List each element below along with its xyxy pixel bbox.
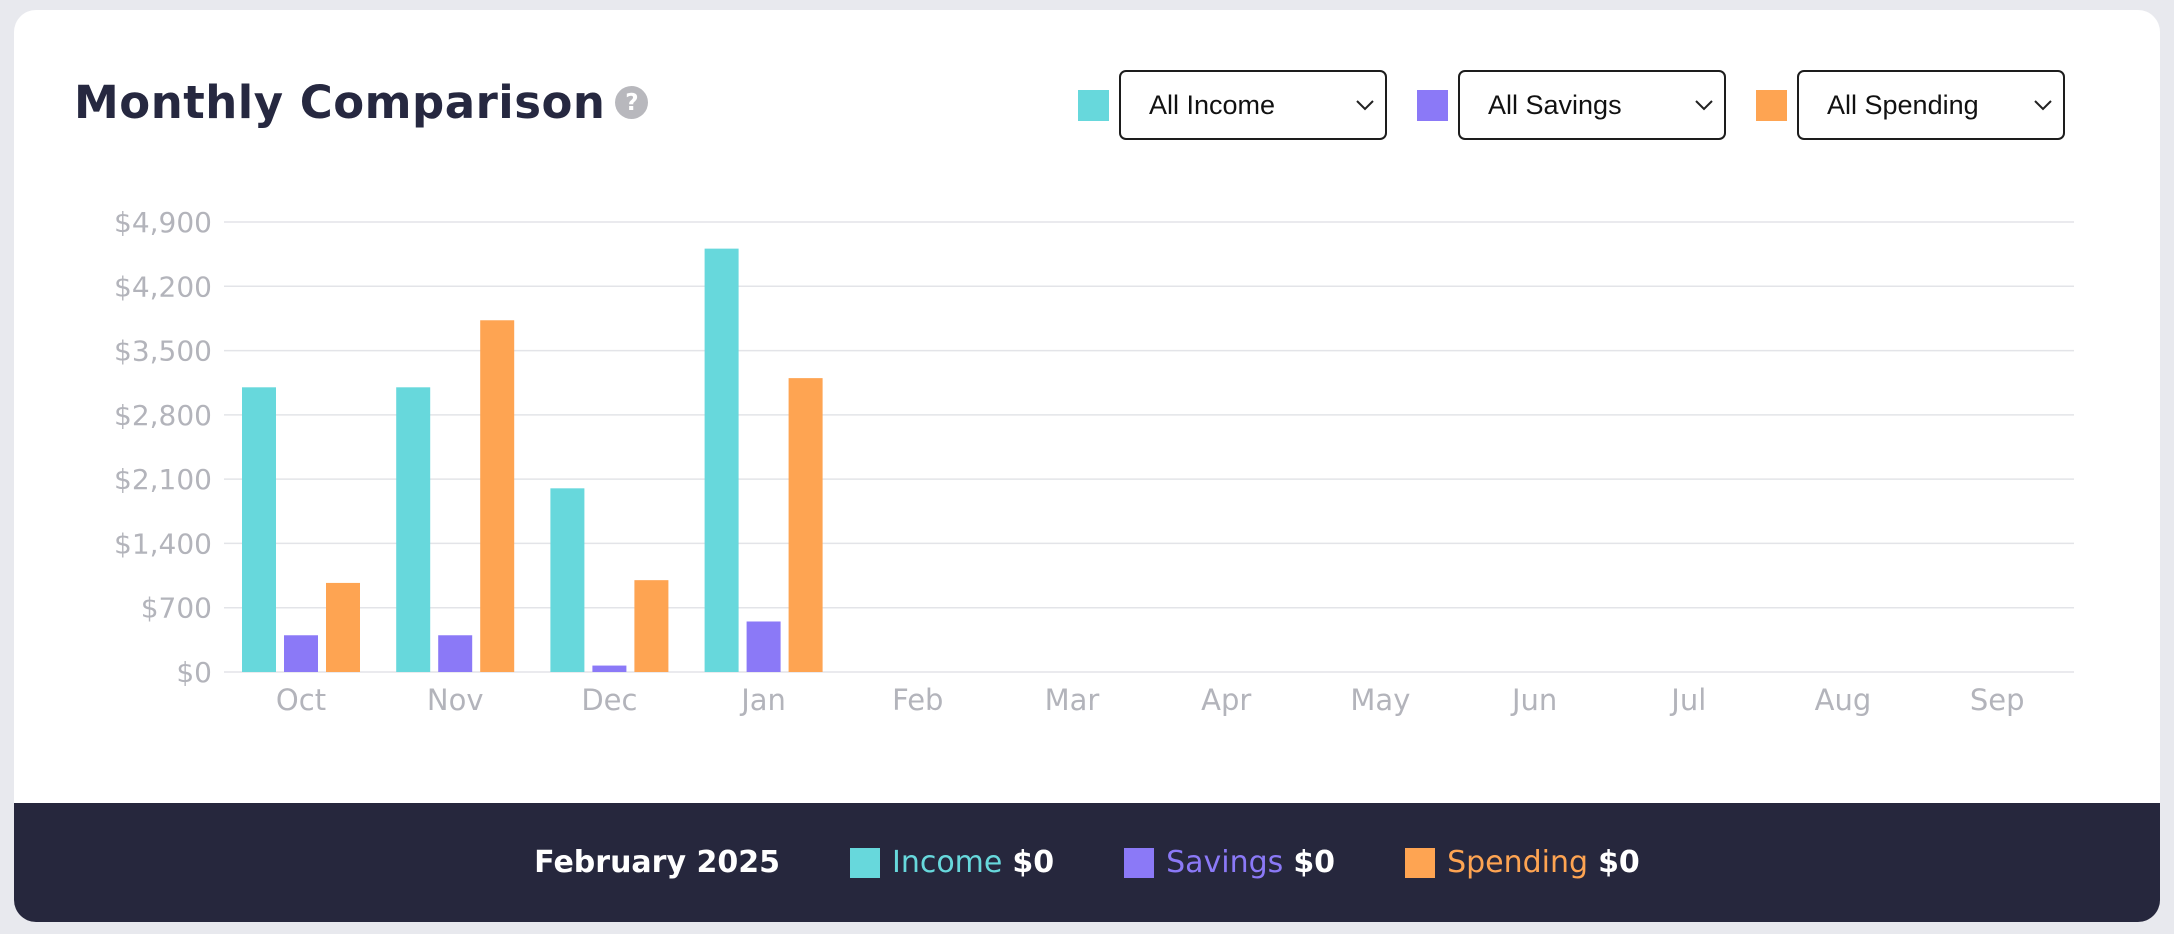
x-tick-label: Mar bbox=[1045, 683, 1100, 717]
income-value: $0 bbox=[1012, 845, 1055, 880]
savings-swatch bbox=[1417, 89, 1448, 121]
chevron-down-icon bbox=[2034, 100, 2052, 111]
y-tick-label: $1,400 bbox=[114, 527, 212, 560]
bar bbox=[438, 635, 473, 672]
filter-group: All Income All Savings All Spending bbox=[1078, 70, 2065, 140]
x-tick-label: Apr bbox=[1201, 683, 1251, 717]
spending-legend-swatch bbox=[1405, 847, 1436, 878]
bar bbox=[284, 635, 318, 672]
income-legend-swatch bbox=[849, 847, 880, 878]
page-title: Monthly Comparison bbox=[74, 76, 606, 129]
savings-select-value: All Savings bbox=[1488, 89, 1622, 120]
savings-filter: All Savings bbox=[1417, 70, 1726, 140]
bar bbox=[704, 248, 739, 672]
footer-date: February 2025 bbox=[534, 845, 780, 880]
summary-footer: February 2025 Income $0 Savings $0 Spend… bbox=[14, 803, 2160, 922]
spending-filter: All Spending bbox=[1756, 70, 2065, 140]
x-tick-label: Dec bbox=[581, 683, 637, 717]
income-select-value: All Income bbox=[1149, 89, 1276, 120]
y-tick-label: $2,800 bbox=[114, 399, 212, 432]
bar bbox=[592, 665, 627, 672]
bar bbox=[634, 580, 669, 672]
footer-income: Income $0 bbox=[849, 845, 1055, 880]
savings-select[interactable]: All Savings bbox=[1458, 70, 1726, 140]
footer-savings: Savings $0 bbox=[1124, 845, 1335, 880]
y-tick-label: $2,100 bbox=[114, 463, 212, 496]
x-tick-label: Oct bbox=[276, 683, 326, 717]
income-label: Income bbox=[891, 845, 1003, 880]
help-icon[interactable]: ? bbox=[615, 86, 649, 119]
bar bbox=[550, 488, 585, 672]
chevron-down-icon bbox=[1695, 100, 1713, 111]
bar bbox=[746, 621, 781, 672]
x-tick-label: Jul bbox=[1669, 683, 1706, 717]
spending-label: Spending bbox=[1447, 845, 1589, 880]
spending-select-value: All Spending bbox=[1827, 89, 1979, 120]
bar-chart: $0 $700 $1,400 $2,100 $2,800 $3,500 $4,200 $4,9… bbox=[114, 206, 2074, 717]
footer-spending: Spending $0 bbox=[1405, 845, 1640, 880]
monthly-comparison-card: Monthly Comparison ? All Income All Savi… bbox=[14, 10, 2160, 922]
savings-legend-swatch bbox=[1124, 847, 1155, 878]
chevron-down-icon bbox=[1356, 100, 1374, 111]
income-filter: All Income bbox=[1078, 70, 1387, 140]
income-select[interactable]: All Income bbox=[1119, 70, 1387, 140]
spending-value: $0 bbox=[1598, 845, 1640, 880]
title-row: Monthly Comparison ? bbox=[74, 76, 649, 129]
x-tick-label: Sep bbox=[1970, 683, 2025, 717]
y-tick-label: $0 bbox=[176, 656, 212, 689]
x-tick-label: Jan bbox=[739, 683, 786, 717]
spending-swatch bbox=[1756, 89, 1787, 121]
x-tick-label: Jun bbox=[1510, 683, 1557, 717]
y-tick-label: $4,900 bbox=[114, 206, 212, 239]
bar bbox=[480, 320, 515, 672]
income-swatch bbox=[1078, 89, 1109, 121]
y-tick-label: $700 bbox=[141, 592, 212, 625]
bar bbox=[326, 582, 360, 672]
bar bbox=[788, 378, 823, 672]
x-tick-label: May bbox=[1350, 683, 1410, 717]
spending-select[interactable]: All Spending bbox=[1797, 70, 2065, 140]
bar bbox=[242, 387, 276, 672]
y-tick-label: $4,200 bbox=[114, 270, 212, 303]
x-tick-label: Nov bbox=[427, 683, 484, 717]
x-tick-label: Aug bbox=[1815, 683, 1872, 717]
x-tick-label: Feb bbox=[892, 683, 943, 717]
bar bbox=[396, 387, 431, 672]
savings-label: Savings bbox=[1166, 845, 1284, 880]
y-tick-label: $3,500 bbox=[114, 335, 212, 368]
savings-value: $0 bbox=[1293, 845, 1336, 880]
